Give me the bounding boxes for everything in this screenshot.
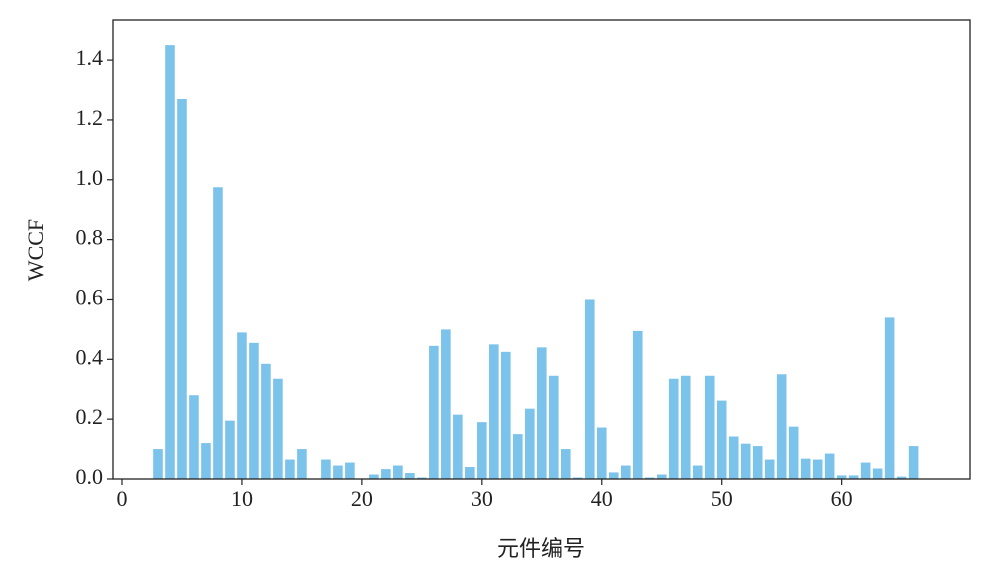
bar	[429, 345, 439, 479]
bar	[201, 443, 211, 479]
bar	[333, 465, 343, 479]
bar	[656, 474, 667, 479]
bar	[692, 465, 703, 479]
bar	[584, 299, 595, 479]
plot-frame	[112, 19, 971, 480]
bar	[740, 443, 751, 479]
bar	[441, 329, 451, 479]
y-tick-label: 1.2	[76, 105, 104, 130]
bar	[453, 414, 463, 479]
y-tick-label: 0.0	[76, 464, 104, 489]
y-tick-label: 0.8	[76, 225, 104, 250]
bar	[752, 446, 763, 479]
bar	[716, 400, 727, 479]
bar	[513, 434, 523, 479]
bar	[273, 378, 283, 479]
y-axis-label: WCCF	[23, 219, 48, 281]
bar	[608, 472, 619, 479]
bar	[177, 98, 187, 480]
bar	[644, 477, 655, 479]
bar	[704, 375, 715, 479]
bar	[393, 465, 403, 479]
bar	[788, 426, 799, 479]
bar	[728, 436, 739, 479]
bar	[572, 477, 583, 479]
bar	[489, 344, 499, 479]
bar	[537, 347, 547, 479]
bar	[812, 459, 823, 479]
bar	[884, 317, 895, 479]
bar	[848, 475, 859, 479]
x-tick-label: 60	[831, 486, 853, 511]
bar	[165, 45, 175, 480]
x-tick-label: 40	[591, 486, 613, 511]
x-tick-label: 50	[711, 486, 733, 511]
bar	[872, 468, 883, 479]
bar	[345, 462, 355, 479]
bar	[285, 459, 295, 479]
bar	[908, 446, 919, 479]
bar	[501, 351, 511, 479]
bar	[477, 422, 487, 479]
bar	[668, 378, 679, 479]
x-tick-label: 0	[116, 486, 127, 511]
bar	[776, 374, 787, 479]
x-axis-label: 元件编号	[497, 537, 585, 562]
bar	[764, 459, 775, 479]
bar	[153, 449, 163, 479]
x-tick-label: 30	[471, 486, 493, 511]
bar	[525, 408, 535, 479]
bar	[321, 459, 331, 479]
x-tick-label: 20	[351, 486, 373, 511]
y-tick-label: 1.0	[76, 165, 104, 190]
bar	[249, 342, 259, 479]
bar	[896, 476, 907, 479]
bar	[548, 375, 559, 479]
bar	[620, 465, 631, 479]
bar	[824, 453, 835, 479]
y-tick-label: 0.6	[76, 285, 104, 310]
bar	[465, 467, 475, 479]
bar	[860, 462, 871, 479]
y-tick-label: 0.2	[76, 404, 104, 429]
bar	[800, 458, 811, 479]
bar	[596, 427, 607, 479]
bar	[836, 475, 847, 479]
y-tick-label: 0.4	[76, 344, 104, 369]
bar	[680, 375, 691, 479]
bar	[405, 473, 415, 479]
bar	[237, 332, 247, 479]
bar	[560, 449, 571, 479]
bar	[381, 469, 391, 479]
bar	[261, 363, 271, 479]
y-tick-label: 1.4	[76, 45, 104, 70]
bar	[297, 449, 307, 479]
bar	[225, 420, 235, 479]
bar	[417, 477, 427, 479]
bar	[213, 187, 223, 480]
bar	[632, 330, 643, 479]
bar	[369, 474, 379, 479]
bar	[189, 395, 199, 479]
x-tick-label: 10	[231, 486, 253, 511]
